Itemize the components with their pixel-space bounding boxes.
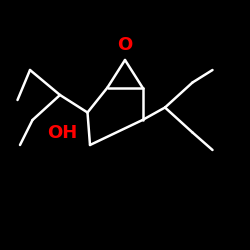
Text: O: O: [118, 36, 132, 54]
Text: OH: OH: [48, 124, 78, 142]
